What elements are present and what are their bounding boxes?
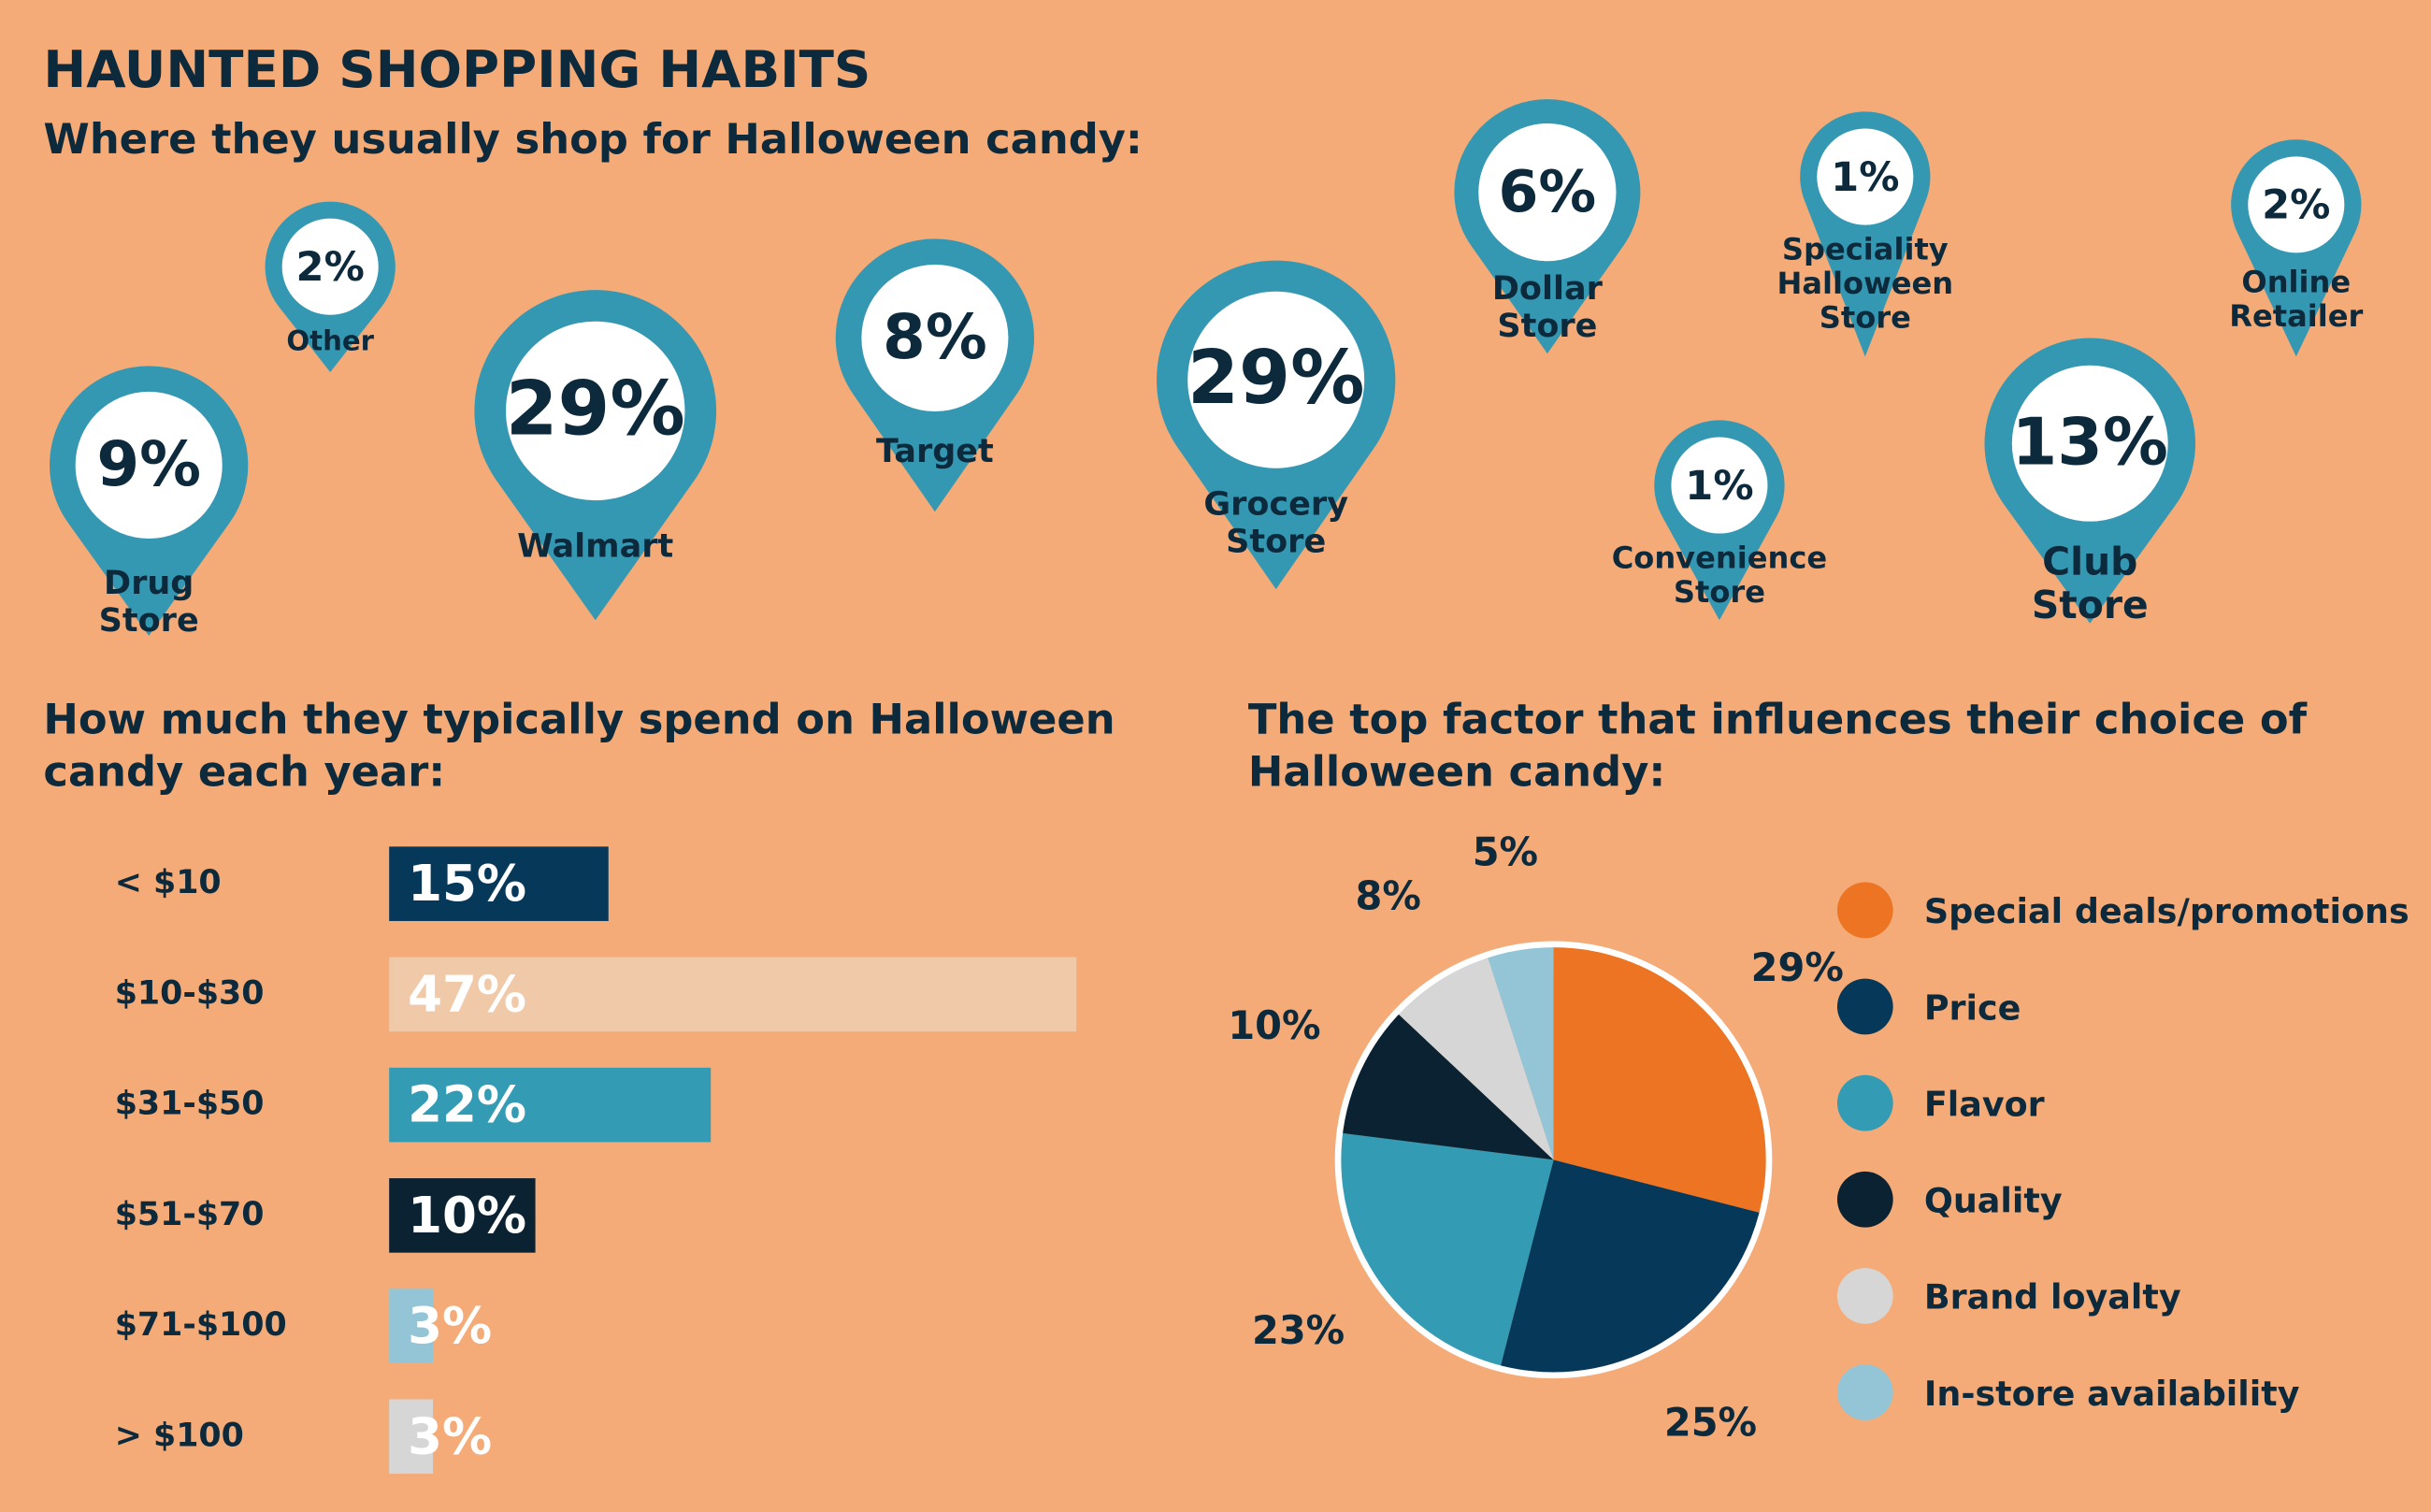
- legend-label: Quality: [1924, 1181, 2063, 1221]
- bar-value: 15%: [408, 855, 526, 913]
- pin-label: Target: [876, 432, 994, 470]
- pin-center: [1817, 128, 1914, 225]
- pin-value: 1%: [1831, 154, 1899, 201]
- legend-swatch: [1836, 1268, 1893, 1324]
- pie-value: 29%: [1751, 945, 1844, 990]
- legend-label: Brand loyalty: [1924, 1277, 2181, 1318]
- bar: [389, 957, 1077, 1032]
- bar-category: $31-$50: [115, 1086, 265, 1123]
- pin-label: Dollar Store: [1492, 269, 1604, 345]
- pin-label: Convenience Store: [1612, 540, 1827, 610]
- pin-center: [1478, 122, 1617, 262]
- pie-value: 10%: [1228, 1003, 1320, 1048]
- pin-value: 6%: [1499, 158, 1597, 225]
- bar: [389, 1399, 434, 1475]
- label-line: Halloween: [1777, 266, 1954, 301]
- label-line: Other: [286, 324, 374, 356]
- pie-slice: [1500, 1159, 1762, 1375]
- bar-category: $51-$70: [115, 1196, 265, 1233]
- bar-value: 3%: [408, 1297, 492, 1355]
- label-line: Online: [2241, 264, 2351, 299]
- legend-label: Special deals/promotions: [1924, 891, 2409, 931]
- label-line: Store: [1226, 522, 1326, 560]
- legend-swatch: [1836, 1171, 1893, 1228]
- label-line: Target: [876, 432, 994, 470]
- pie-slice: [1487, 943, 1554, 1160]
- pin-center: [2248, 156, 2345, 253]
- pin-center: [1671, 437, 1768, 534]
- label-line: Dollar: [1492, 269, 1604, 308]
- legend-label: In-store availability: [1924, 1374, 2300, 1414]
- pin-value: 13%: [2012, 405, 2168, 481]
- main-title: HAUNTED SHOPPING HABITS: [43, 38, 871, 100]
- pin-label: Grocery Store: [1203, 485, 1348, 561]
- pin-label: Other: [286, 324, 374, 356]
- bar-category: > $100: [115, 1417, 244, 1454]
- pie-value: 23%: [1252, 1308, 1345, 1353]
- label-line: Retailer: [2229, 298, 2363, 334]
- pin-center: [861, 264, 1009, 412]
- bar: [389, 1178, 536, 1253]
- legend-swatch: [1836, 978, 1893, 1035]
- bar-title: How much they typically spend on Hallowe…: [43, 696, 1115, 797]
- pin-value: 29%: [1187, 335, 1364, 421]
- bar: [389, 1067, 712, 1143]
- bar-category: $10-$30: [115, 974, 265, 1012]
- pin-label: Walmart: [517, 526, 673, 565]
- label-line: Speciality: [1782, 232, 1949, 267]
- pie-outline: [1334, 941, 1773, 1379]
- pin-center: [2011, 365, 2168, 522]
- label-line: Store: [1820, 300, 1911, 336]
- pin-center: [506, 321, 685, 501]
- label-line: Club: [2042, 540, 2137, 584]
- label-line: Walmart: [517, 526, 673, 565]
- label-line: Grocery: [1203, 485, 1348, 524]
- legend-label: Flavor: [1924, 1084, 2045, 1124]
- pin-value: 2%: [2262, 182, 2330, 229]
- pin-value: 1%: [1685, 463, 1753, 510]
- pie-title: The top factor that influences their cho…: [1247, 696, 2308, 797]
- pin-label: Online Retailer: [2229, 264, 2363, 333]
- legend-label: Price: [1924, 987, 2021, 1028]
- label-line: Drug: [104, 564, 194, 602]
- pie-value: 5%: [1473, 829, 1538, 874]
- bar-value: 47%: [408, 965, 526, 1023]
- pin-value: 9%: [96, 428, 201, 500]
- pie-slice: [1339, 1012, 1554, 1160]
- label-line: Store: [2032, 583, 2149, 627]
- pie-value: 8%: [1356, 874, 1421, 919]
- bar-value: 10%: [408, 1187, 526, 1245]
- label-line: Store: [1497, 307, 1597, 345]
- label-line: Store: [99, 601, 199, 640]
- pin-label: Speciality Halloween Store: [1777, 232, 1954, 336]
- pin-value: 2%: [296, 244, 365, 291]
- pin-label: Drug Store: [99, 564, 199, 640]
- pie-slice: [1396, 955, 1554, 1160]
- bar-category: < $10: [115, 864, 222, 901]
- pin-value: 29%: [506, 366, 685, 453]
- pie-slice: [1553, 943, 1770, 1214]
- bar: [389, 846, 609, 921]
- pin-title: Where they usually shop for Halloween ca…: [43, 116, 1143, 165]
- legend-swatch: [1836, 1074, 1893, 1131]
- bar: [389, 1289, 434, 1363]
- pin-label: Club Store: [2032, 540, 2149, 627]
- legend-swatch: [1836, 1364, 1893, 1420]
- bar-value: 3%: [408, 1407, 492, 1465]
- pie-slice: [1338, 1132, 1554, 1369]
- pin-center: [281, 218, 379, 315]
- legend-swatch: [1836, 882, 1893, 939]
- bar-value: 22%: [408, 1076, 526, 1134]
- label-line: Convenience: [1612, 540, 1827, 576]
- pin-center: [75, 391, 223, 539]
- bar-category: $71-$100: [115, 1306, 287, 1344]
- pin-value: 8%: [883, 301, 987, 373]
- pie-value: 25%: [1664, 1400, 1757, 1445]
- pin-center: [1187, 291, 1365, 468]
- label-line: Store: [1674, 574, 1765, 610]
